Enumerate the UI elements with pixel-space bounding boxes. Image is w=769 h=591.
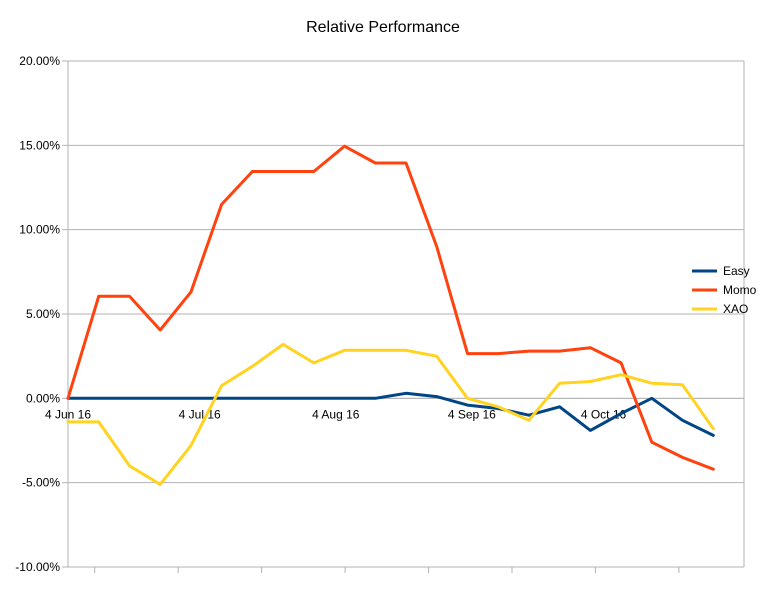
y-tick-label: -5.00%: [22, 476, 60, 490]
series-lines: [66, 144, 715, 486]
y-tick-label: 0.00%: [26, 391, 60, 405]
legend-label-xao: XAO: [723, 302, 748, 316]
chart-title: Relative Performance: [306, 19, 460, 36]
y-axis-labels: 20.00% 15.00% 10.00% 5.00% 0.00% -5.00% -10.00…: [15, 54, 60, 574]
x-tick-label: 4 Jul 16: [179, 407, 221, 421]
legend: Easy Momo XAO: [692, 264, 757, 316]
x-tick-label: 4 Jun 16: [45, 407, 91, 421]
legend-label-momo: Momo: [723, 283, 757, 297]
y-tick-label: 15.00%: [19, 138, 60, 152]
x-tick-label: 4 Sep 16: [448, 407, 496, 421]
series-line-easy: [66, 391, 715, 437]
series-line-xao: [66, 342, 715, 486]
y-tick-label: 10.00%: [19, 223, 60, 237]
y-tick-label: 5.00%: [26, 307, 60, 321]
y-tick-label: -10.00%: [15, 560, 60, 574]
x-axis-labels: 4 Jun 16 4 Jul 16 4 Aug 16 4 Sep 16 4 Oct 16: [45, 407, 627, 421]
y-tick-label: 20.00%: [19, 54, 60, 68]
gridlines: [62, 60, 744, 568]
legend-label-easy: Easy: [723, 264, 750, 278]
series-line-momo: [66, 144, 715, 471]
x-tick-label: 4 Aug 16: [312, 407, 360, 421]
